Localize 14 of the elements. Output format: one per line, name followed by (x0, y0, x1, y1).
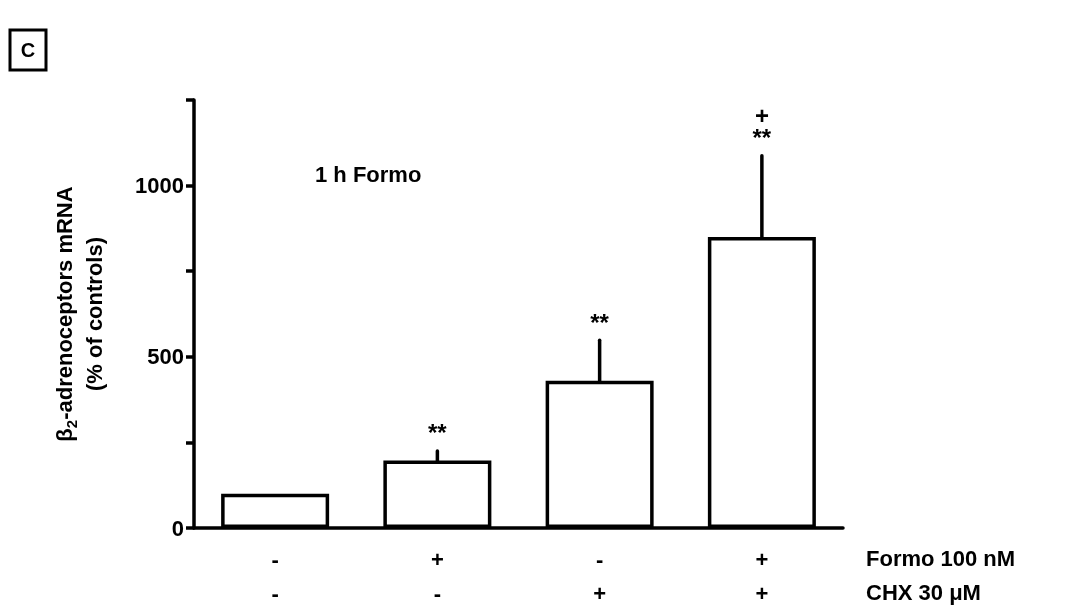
annotation: ** (590, 308, 610, 336)
y-axis-title: β2-adrenoceptors mRNA (% of controls) (51, 186, 107, 442)
text: CHX 30 μM (866, 579, 981, 605)
text: 1 h Formo (315, 161, 422, 187)
text: C (20, 39, 36, 61)
y-tick-label: 1000 (135, 173, 184, 199)
annotation: ** (428, 419, 448, 447)
x-tick-label: + + (755, 546, 769, 606)
x-tick-label: + - (430, 546, 444, 606)
y-tick-label: 500 (147, 344, 184, 370)
x-tick-label: - - (271, 546, 279, 606)
text: Formo 100 nM (866, 545, 1016, 571)
y-tick-label: 0 (171, 515, 184, 541)
x-tick-label: - + (593, 546, 607, 606)
